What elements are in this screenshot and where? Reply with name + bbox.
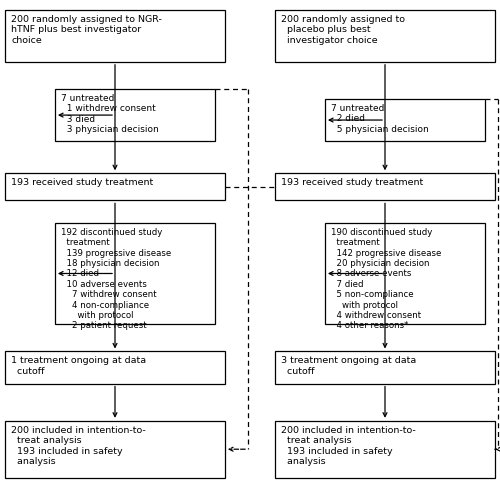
Text: 192 discontinued study
  treatment
  139 progressive disease
  18 physician deci: 192 discontinued study treatment 139 pro… — [61, 228, 171, 330]
Text: 200 randomly assigned to NGR-
hTNF plus best investigator
choice: 200 randomly assigned to NGR- hTNF plus … — [11, 15, 162, 45]
FancyBboxPatch shape — [275, 351, 495, 384]
FancyBboxPatch shape — [325, 99, 485, 141]
FancyBboxPatch shape — [5, 421, 225, 478]
Text: 3 treatment ongoing at data
  cutoff: 3 treatment ongoing at data cutoff — [281, 356, 416, 376]
Text: 193 received study treatment: 193 received study treatment — [281, 178, 423, 187]
Text: 193 received study treatment: 193 received study treatment — [11, 178, 153, 187]
FancyBboxPatch shape — [275, 421, 495, 478]
Text: 7 untreated
  1 withdrew consent
  3 died
  3 physician decision: 7 untreated 1 withdrew consent 3 died 3 … — [61, 94, 159, 134]
FancyBboxPatch shape — [5, 351, 225, 384]
FancyBboxPatch shape — [55, 89, 215, 141]
FancyBboxPatch shape — [325, 223, 485, 324]
Text: 1 treatment ongoing at data
  cutoff: 1 treatment ongoing at data cutoff — [11, 356, 146, 376]
FancyBboxPatch shape — [275, 173, 495, 200]
FancyBboxPatch shape — [5, 10, 225, 62]
FancyBboxPatch shape — [55, 223, 215, 324]
Text: 200 included in intention-to-
  treat analysis
  193 included in safety
  analys: 200 included in intention-to- treat anal… — [11, 426, 146, 466]
Text: 190 discontinued study
  treatment
  142 progressive disease
  20 physician deci: 190 discontinued study treatment 142 pro… — [331, 228, 442, 330]
FancyBboxPatch shape — [5, 173, 225, 200]
Text: 200 randomly assigned to
  placebo plus best
  investigator choice: 200 randomly assigned to placebo plus be… — [281, 15, 405, 45]
FancyBboxPatch shape — [275, 10, 495, 62]
Text: 7 untreated
  2 died
  5 physician decision: 7 untreated 2 died 5 physician decision — [331, 104, 429, 134]
Text: 200 included in intention-to-
  treat analysis
  193 included in safety
  analys: 200 included in intention-to- treat anal… — [281, 426, 416, 466]
